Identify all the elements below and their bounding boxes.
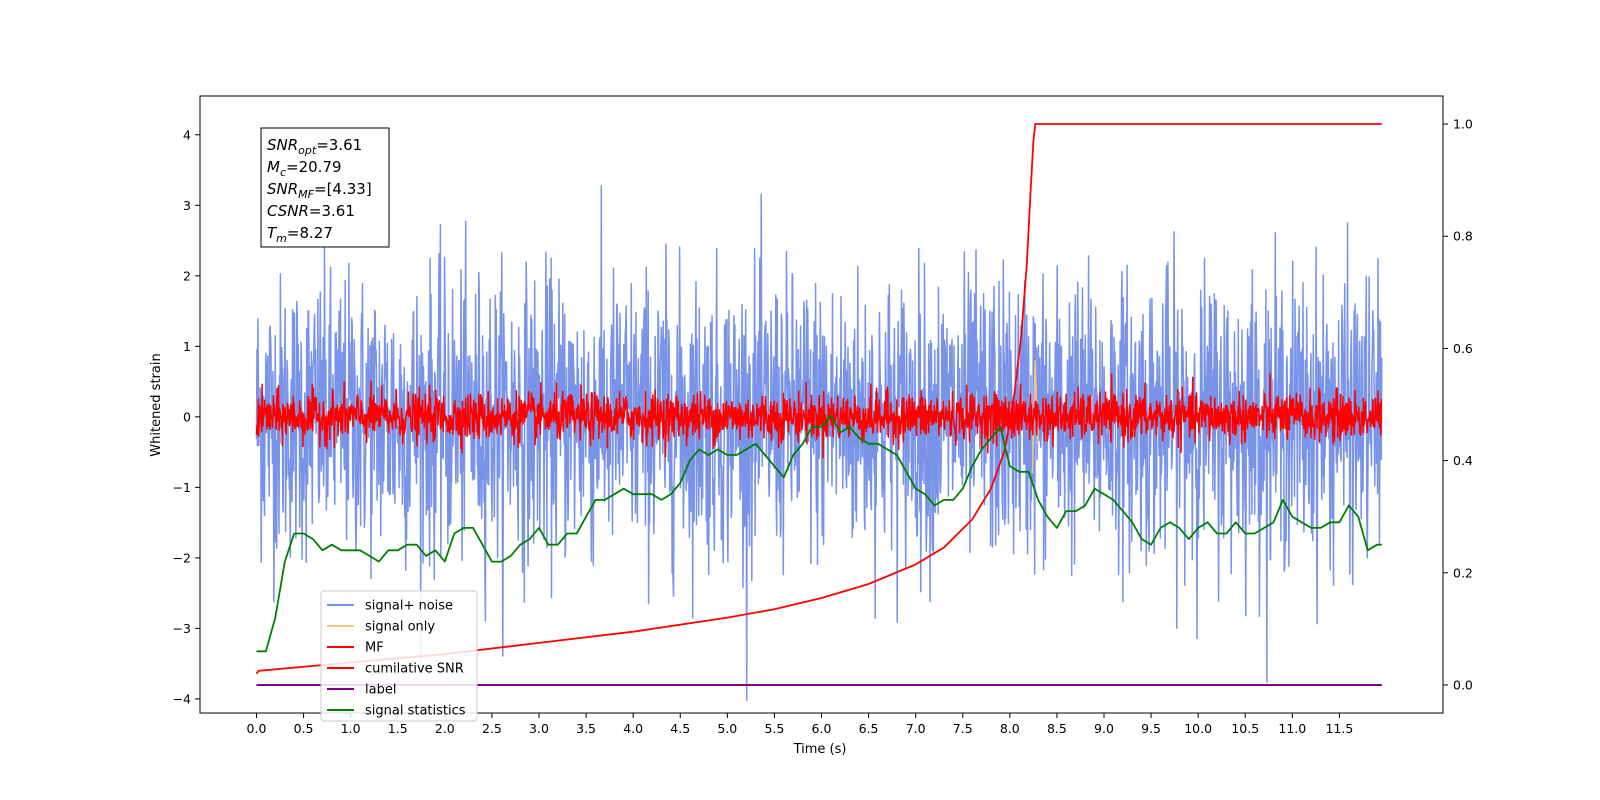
x-tick-label: 0.5 [294, 721, 314, 736]
y-tick-label: −4 [173, 691, 191, 706]
stats-line: SNRopt=3.61 [267, 136, 362, 157]
stats-line: CSNR=3.61 [267, 202, 355, 220]
y2-tick-label: 1.0 [1453, 117, 1473, 132]
x-tick-label: 3.0 [529, 721, 549, 736]
y-tick-label: −2 [173, 550, 191, 565]
y-tick-label: 3 [183, 198, 191, 213]
y-tick-label: 1 [183, 339, 191, 354]
y-tick-label: −3 [173, 621, 191, 636]
y2-tick-label: 0.0 [1453, 677, 1473, 692]
x-tick-label: 10.0 [1184, 721, 1212, 736]
x-tick-label: 11.5 [1325, 721, 1353, 736]
x-tick-label: 6.0 [812, 721, 832, 736]
y2-tick-label: 0.8 [1453, 229, 1473, 244]
x-tick-label: 11.0 [1278, 721, 1306, 736]
x-tick-label: 7.0 [906, 721, 926, 736]
y-tick-label: 0 [183, 409, 191, 424]
x-tick-label: 8.5 [1047, 721, 1067, 736]
legend: signal+ noise signal only MF cumilative SNR… [320, 590, 478, 722]
x-tick-label: 8.0 [1000, 721, 1020, 736]
series-mf [255, 373, 1383, 459]
legend-items: signal+ noise signal only MF cumilative SNR… [327, 599, 466, 719]
stats-line: Mc=20.79 [267, 158, 342, 179]
legend-label: signal+ noise [365, 599, 453, 614]
x-tick-label: 2.5 [482, 721, 502, 736]
y-axis-label: Whitened strain [149, 353, 164, 456]
x-tick-label: 4.5 [670, 721, 690, 736]
x-tick-label: 7.5 [953, 721, 973, 736]
y-tick-label: 4 [183, 127, 191, 142]
series-cumulative-snr [255, 123, 1382, 675]
x-axis-label: Time (s) [793, 742, 847, 757]
x-tick-label: 10.5 [1231, 721, 1259, 736]
x-axis-ticks: 0.0 0.5 1.0 1.5 2.0 2.5 3.0 3.5 4.0 4.5 5.0 5.5 6.0 6… [247, 713, 1353, 736]
legend-label: label [365, 683, 396, 698]
stats-box: SNRopt=3.61Mc=20.79SNRMF=[4.33]CSNR=3.61… [260, 127, 390, 248]
x-tick-label: 3.5 [576, 721, 596, 736]
x-tick-label: 5.5 [764, 721, 784, 736]
stats-lines: SNRopt=3.61Mc=20.79SNRMF=[4.33]CSNR=3.61… [267, 136, 372, 245]
y2-axis-ticks: 1.0 0.8 0.6 0.4 0.2 0.0 [1443, 117, 1473, 692]
stats-line: Tm=8.27 [267, 224, 333, 245]
x-tick-label: 4.0 [623, 721, 643, 736]
y-tick-label: −1 [173, 480, 191, 495]
y2-tick-label: 0.2 [1453, 565, 1473, 580]
x-tick-label: 5.0 [717, 721, 737, 736]
y2-tick-label: 0.4 [1453, 453, 1473, 468]
x-tick-label: 9.0 [1094, 721, 1114, 736]
legend-frame [320, 590, 478, 722]
y-axis-ticks: 4 3 2 1 0 −1 −2 −3 −4 [173, 127, 200, 706]
stats-box-frame [260, 127, 390, 248]
x-tick-label: 9.5 [1141, 721, 1161, 736]
stats-line: SNRMF=[4.33] [267, 180, 372, 201]
y-tick-label: 2 [183, 268, 191, 283]
x-tick-label: 2.0 [435, 721, 455, 736]
y2-tick-label: 0.6 [1453, 341, 1473, 356]
x-tick-label: 1.0 [341, 721, 361, 736]
series-signal-statistics [256, 414, 1382, 653]
legend-label: signal statistics [365, 704, 466, 719]
x-tick-label: 6.5 [859, 721, 879, 736]
x-tick-label: 1.5 [388, 721, 408, 736]
x-tick-label: 0.0 [247, 721, 267, 736]
legend-label: signal only [365, 620, 435, 635]
legend-label: cumilative SNR [365, 662, 464, 677]
legend-label: MF [365, 641, 384, 656]
